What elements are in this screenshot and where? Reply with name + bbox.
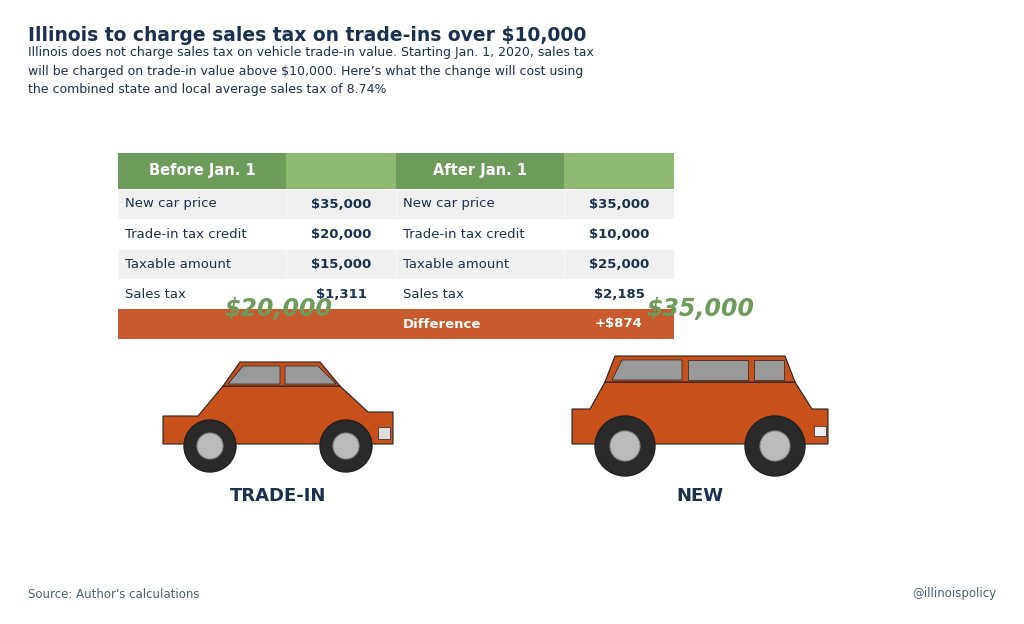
Text: New car price: New car price xyxy=(125,198,217,210)
Circle shape xyxy=(610,431,640,461)
Text: New car price: New car price xyxy=(403,198,495,210)
FancyBboxPatch shape xyxy=(118,153,286,189)
Circle shape xyxy=(184,420,236,472)
Text: $2,185: $2,185 xyxy=(594,288,644,301)
Text: $15,000: $15,000 xyxy=(311,258,371,270)
FancyBboxPatch shape xyxy=(396,279,564,309)
Circle shape xyxy=(595,416,655,476)
Circle shape xyxy=(319,420,372,472)
Polygon shape xyxy=(605,356,795,382)
Text: $35,000: $35,000 xyxy=(589,198,649,210)
Text: Source: Author's calculations: Source: Author's calculations xyxy=(28,588,200,600)
Text: TRADE-IN: TRADE-IN xyxy=(229,487,327,505)
Text: $35,000: $35,000 xyxy=(311,198,371,210)
Polygon shape xyxy=(223,362,340,386)
Text: $1,311: $1,311 xyxy=(315,288,367,301)
Circle shape xyxy=(760,431,790,461)
Text: Before Jan. 1: Before Jan. 1 xyxy=(148,163,255,178)
FancyBboxPatch shape xyxy=(286,279,396,309)
Text: $25,000: $25,000 xyxy=(589,258,649,270)
Polygon shape xyxy=(572,382,828,444)
FancyBboxPatch shape xyxy=(564,219,674,249)
FancyBboxPatch shape xyxy=(118,309,286,339)
Text: @illinoispolicy: @illinoispolicy xyxy=(912,588,996,600)
FancyBboxPatch shape xyxy=(564,249,674,279)
FancyBboxPatch shape xyxy=(564,189,674,219)
Text: Difference: Difference xyxy=(403,318,481,331)
FancyBboxPatch shape xyxy=(286,153,396,189)
Text: Taxable amount: Taxable amount xyxy=(403,258,509,270)
FancyBboxPatch shape xyxy=(118,219,286,249)
Polygon shape xyxy=(285,366,336,384)
FancyBboxPatch shape xyxy=(814,426,826,436)
FancyBboxPatch shape xyxy=(378,427,390,439)
Circle shape xyxy=(333,433,359,459)
FancyBboxPatch shape xyxy=(118,189,286,219)
Text: +$874: +$874 xyxy=(595,318,643,331)
FancyBboxPatch shape xyxy=(396,189,564,219)
Circle shape xyxy=(745,416,805,476)
FancyBboxPatch shape xyxy=(118,249,286,279)
FancyBboxPatch shape xyxy=(286,249,396,279)
Text: Sales tax: Sales tax xyxy=(125,288,186,301)
FancyBboxPatch shape xyxy=(396,219,564,249)
Text: Illinois to charge sales tax on trade-ins over $10,000: Illinois to charge sales tax on trade-in… xyxy=(28,26,587,45)
Text: $10,000: $10,000 xyxy=(589,228,649,240)
Text: $35,000: $35,000 xyxy=(646,297,754,321)
Text: Illinois does not charge sales tax on vehicle trade-in value. Starting Jan. 1, 2: Illinois does not charge sales tax on ve… xyxy=(28,46,594,96)
FancyBboxPatch shape xyxy=(564,279,674,309)
Text: NEW: NEW xyxy=(677,487,724,505)
Text: Taxable amount: Taxable amount xyxy=(125,258,231,270)
FancyBboxPatch shape xyxy=(396,249,564,279)
Text: $20,000: $20,000 xyxy=(224,297,332,321)
Text: Sales tax: Sales tax xyxy=(403,288,464,301)
Text: Trade-in tax credit: Trade-in tax credit xyxy=(125,228,247,240)
Polygon shape xyxy=(612,360,682,380)
FancyBboxPatch shape xyxy=(118,279,286,309)
FancyBboxPatch shape xyxy=(286,219,396,249)
Polygon shape xyxy=(754,360,784,380)
FancyBboxPatch shape xyxy=(286,309,396,339)
Polygon shape xyxy=(228,366,280,384)
FancyBboxPatch shape xyxy=(396,153,564,189)
FancyBboxPatch shape xyxy=(396,309,564,339)
Text: $20,000: $20,000 xyxy=(311,228,371,240)
Polygon shape xyxy=(688,360,748,380)
Circle shape xyxy=(197,433,223,459)
Text: Trade-in tax credit: Trade-in tax credit xyxy=(403,228,524,240)
FancyBboxPatch shape xyxy=(564,309,674,339)
FancyBboxPatch shape xyxy=(564,153,674,189)
Text: After Jan. 1: After Jan. 1 xyxy=(433,163,527,178)
FancyBboxPatch shape xyxy=(286,189,396,219)
Polygon shape xyxy=(163,386,393,444)
